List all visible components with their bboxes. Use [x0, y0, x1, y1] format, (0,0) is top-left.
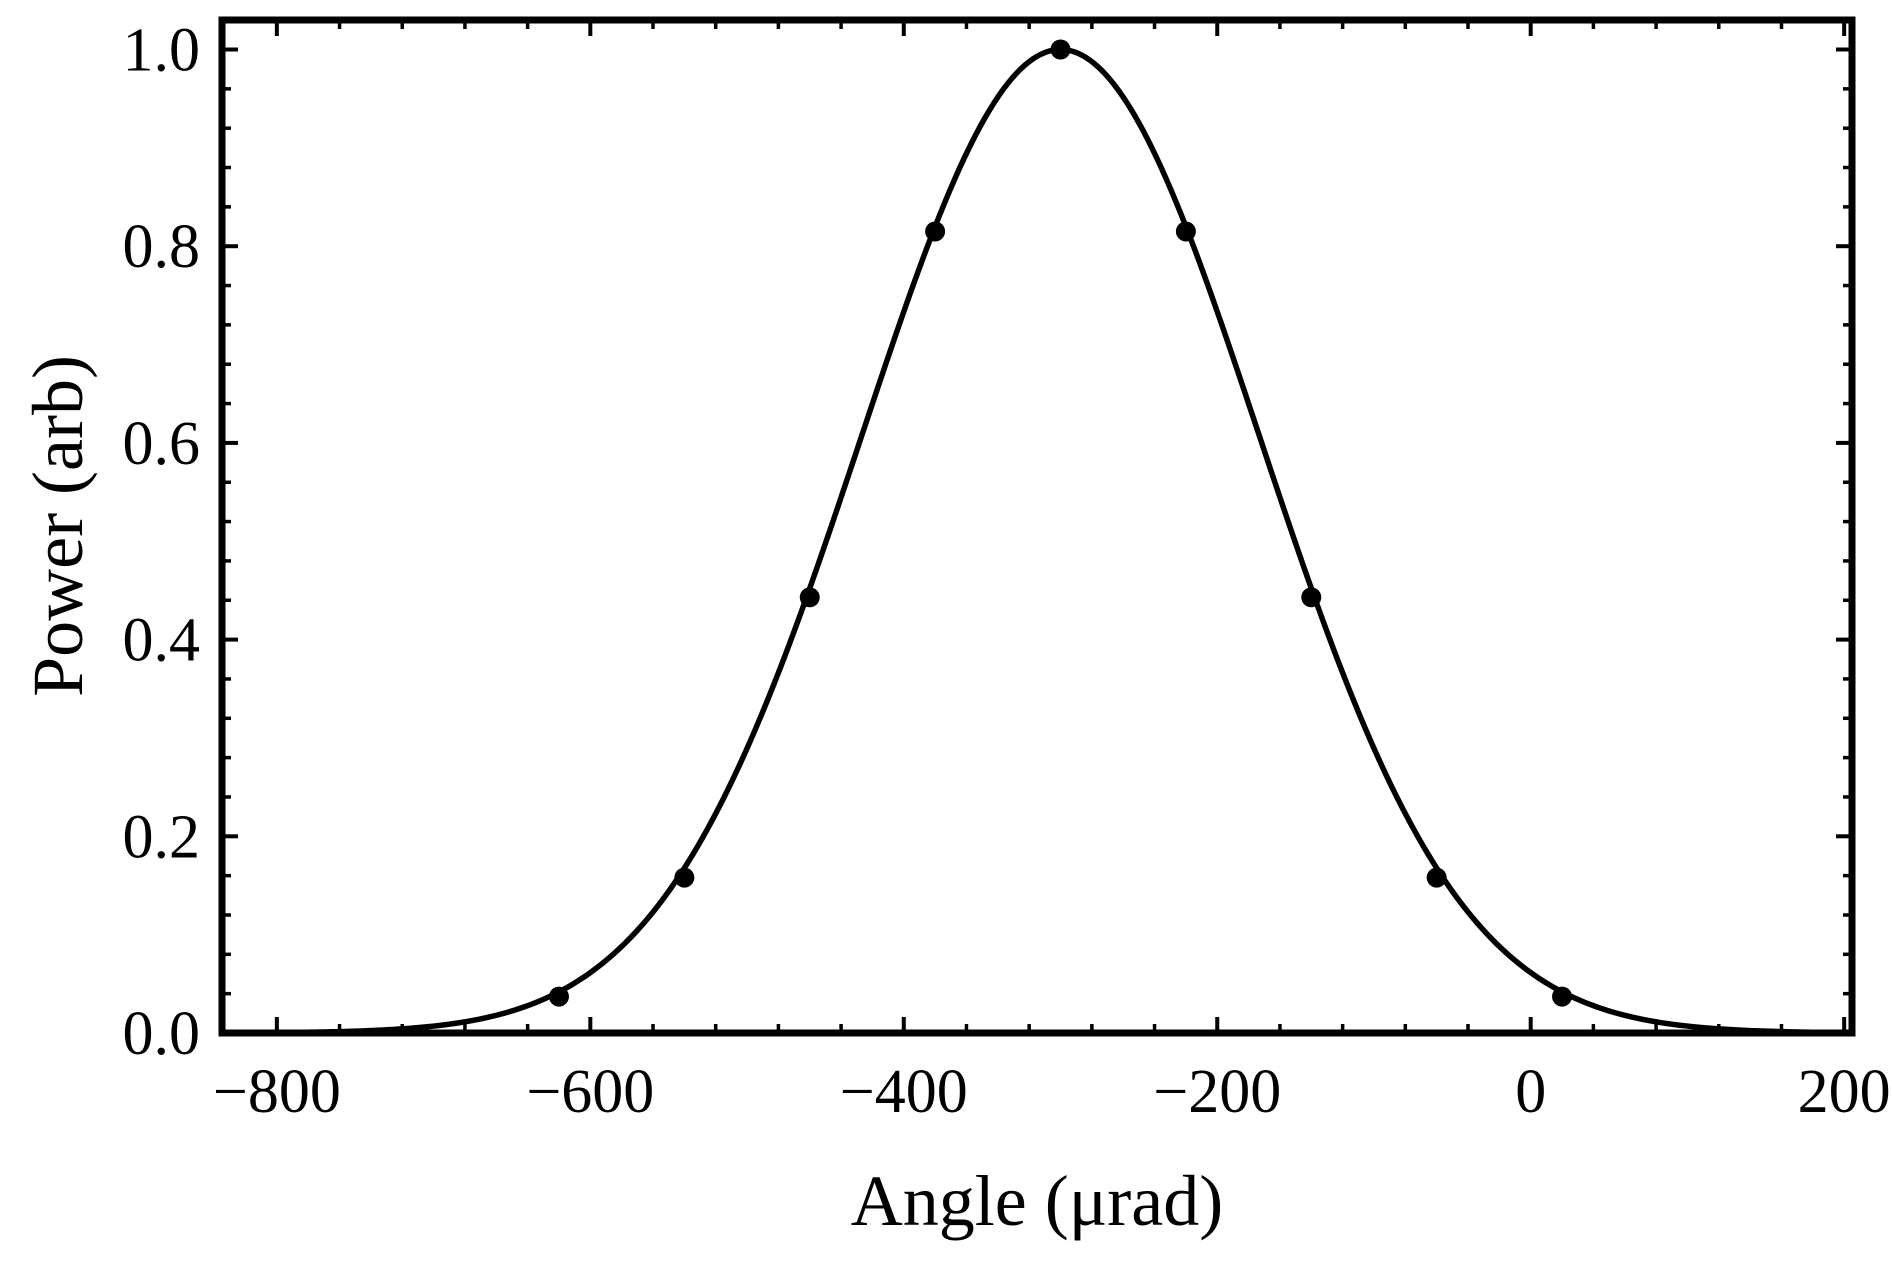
data-points	[548, 39, 1573, 1007]
y-tick-labels: 0.0 0.2 0.4 0.6 0.8 1.0	[123, 17, 201, 1068]
y-tick-label: 0.6	[123, 410, 201, 478]
x-tick-label: −600	[526, 1058, 654, 1126]
y-tick-label: 0.0	[123, 1000, 201, 1068]
ticks	[222, 20, 1852, 1035]
data-point	[548, 986, 569, 1007]
x-tick-label: −800	[213, 1058, 341, 1126]
data-point	[1050, 39, 1071, 60]
y-axis-label: Power (arb)	[18, 355, 98, 697]
x-tick-label: 0	[1515, 1058, 1546, 1126]
x-tick-label: −200	[1153, 1058, 1281, 1126]
data-point	[1552, 986, 1573, 1007]
y-tick-label: 0.2	[123, 803, 201, 871]
data-point	[1301, 587, 1322, 608]
y-tick-label: 0.4	[123, 607, 201, 675]
data-point	[1426, 867, 1447, 888]
data-point	[799, 587, 820, 608]
y-tick-label: 1.0	[123, 17, 201, 85]
data-point	[925, 221, 946, 242]
y-tick-label: 0.8	[123, 213, 201, 281]
plot-frame	[218, 16, 1856, 1037]
series-line	[221, 46, 1853, 1036]
data-point	[1175, 221, 1196, 242]
x-tick-label: 200	[1798, 1058, 1891, 1126]
data-point	[674, 867, 695, 888]
x-tick-labels: −800 −600 −400 −200 0 200	[213, 1058, 1891, 1126]
x-axis-label: Angle (μrad)	[851, 1161, 1223, 1241]
x-tick-label: −400	[840, 1058, 968, 1126]
